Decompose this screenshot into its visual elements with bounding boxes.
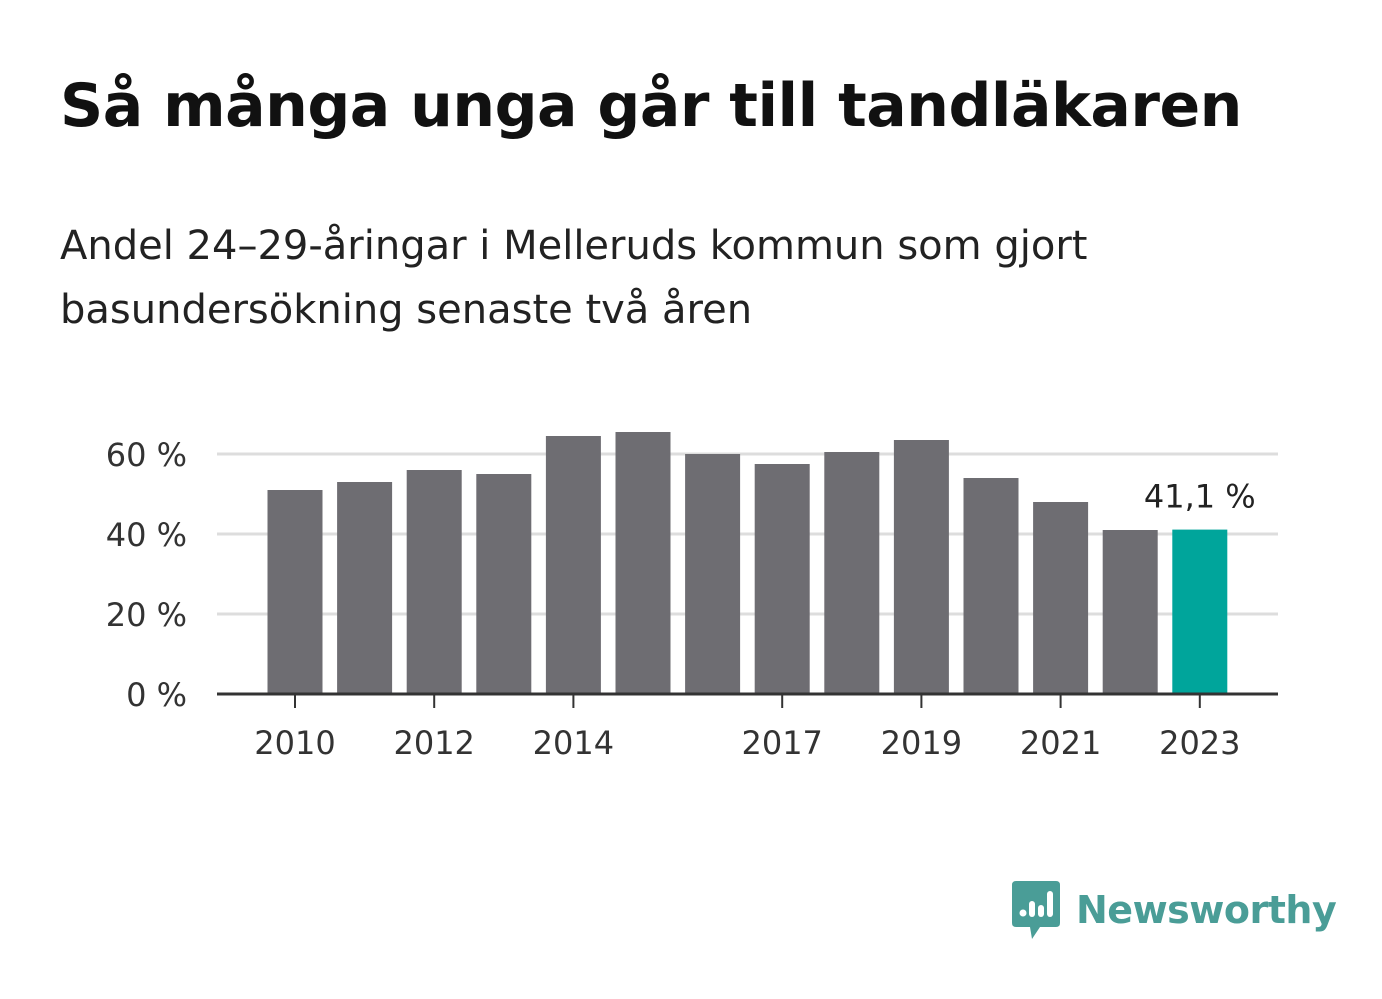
bar (406, 470, 462, 694)
brand: Newsworthy (1010, 878, 1337, 942)
y-tick-label: 0 % (126, 676, 187, 714)
x-axis (217, 692, 1278, 708)
x-tick-label: 2010 (254, 724, 335, 762)
bar (754, 464, 810, 694)
bar (963, 478, 1019, 694)
x-tick-label: 2017 (741, 724, 822, 762)
chart-title: Så många unga går till tandläkaren (60, 71, 1242, 141)
x-tick-label: 2019 (881, 724, 962, 762)
brand-name: Newsworthy (1076, 888, 1337, 932)
x-tick-label: 2012 (393, 724, 474, 762)
grid-lines (217, 452, 1278, 616)
bar (267, 490, 323, 694)
tick-labels: 0 % 20 % 40 % 60 % 41,1 % 2010 2012 2014 2017 201… (106, 436, 1256, 762)
x-tick-label: 2021 (1020, 724, 1101, 762)
x-tick-label: 2023 (1159, 724, 1240, 762)
bar (685, 454, 741, 694)
y-tick-label: 60 % (106, 436, 187, 474)
bar (476, 474, 532, 694)
y-tick-label: 40 % (106, 516, 187, 554)
bar (824, 452, 880, 694)
y-tick-label: 20 % (106, 596, 187, 634)
bar-highlight (1172, 529, 1228, 694)
bar (615, 432, 671, 694)
data-label: 41,1 % (1144, 478, 1256, 516)
bar (337, 482, 393, 694)
bar (1102, 530, 1158, 694)
bar (545, 436, 601, 694)
bars (267, 432, 1228, 694)
chart-subtitle: Andel 24–29-åringar i Melleruds kommun s… (60, 223, 1088, 333)
newsworthy-logo-icon (1012, 881, 1060, 939)
bar (893, 440, 949, 694)
bar (1033, 502, 1089, 694)
x-tick-label: 2014 (533, 724, 614, 762)
